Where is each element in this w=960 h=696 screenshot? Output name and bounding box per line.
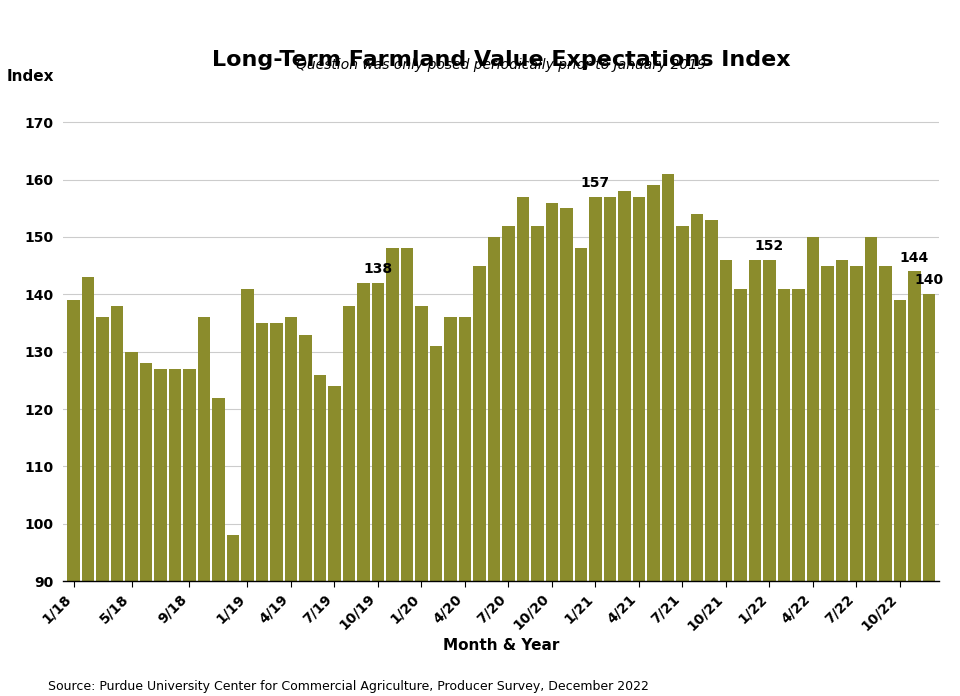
Bar [516,197,529,696]
Bar [661,174,674,696]
Bar [908,271,921,696]
Bar [416,306,427,696]
Bar [633,197,645,696]
Bar [604,197,616,696]
Bar [183,369,196,696]
Bar [546,203,558,696]
Bar [749,260,761,696]
Text: 140: 140 [914,274,944,287]
Bar [155,369,167,696]
Text: Source: Purdue University Center for Commercial Agriculture, Producer Survey, De: Source: Purdue University Center for Com… [48,679,649,693]
Bar [923,294,935,696]
Bar [227,535,239,696]
Bar [618,191,631,696]
Bar [430,346,443,696]
Bar [110,306,123,696]
Bar [444,317,457,696]
Bar [879,266,892,696]
Bar [561,208,572,696]
Bar [169,369,181,696]
Bar [778,289,790,696]
Bar [806,237,819,696]
Bar [343,306,355,696]
Bar [285,317,298,696]
X-axis label: Month & Year: Month & Year [443,638,560,653]
Bar [676,226,688,696]
Bar [386,248,398,696]
Bar [96,317,108,696]
Bar [488,237,500,696]
Bar [865,237,877,696]
Text: 152: 152 [755,239,784,253]
Bar [198,317,210,696]
Bar [140,363,153,696]
Text: 157: 157 [581,176,610,190]
Bar [255,323,268,696]
Bar [328,386,341,696]
Bar [691,214,703,696]
Title: Long-Term Farmland Value Expectations Index: Long-Term Farmland Value Expectations In… [212,50,790,70]
Bar [575,248,588,696]
Bar [706,220,717,696]
Text: 138: 138 [364,262,393,276]
Bar [836,260,848,696]
Bar [763,260,776,696]
Bar [401,248,413,696]
Bar [314,374,326,696]
Bar [126,351,137,696]
Bar [459,317,471,696]
Bar [212,397,225,696]
Bar [734,289,747,696]
Bar [473,266,486,696]
Text: Question was only posed periodically prior to January 2019: Question was only posed periodically pri… [296,58,707,72]
Bar [821,266,833,696]
Bar [241,289,253,696]
Bar [589,197,602,696]
Text: 144: 144 [900,251,929,264]
Bar [502,226,515,696]
Bar [372,283,384,696]
Bar [300,335,312,696]
Bar [647,185,660,696]
Bar [851,266,863,696]
Bar [82,277,94,696]
Bar [792,289,804,696]
Bar [67,300,80,696]
Bar [531,226,543,696]
Bar [720,260,732,696]
Bar [357,283,370,696]
Text: Index: Index [7,69,54,84]
Bar [271,323,282,696]
Bar [894,300,906,696]
